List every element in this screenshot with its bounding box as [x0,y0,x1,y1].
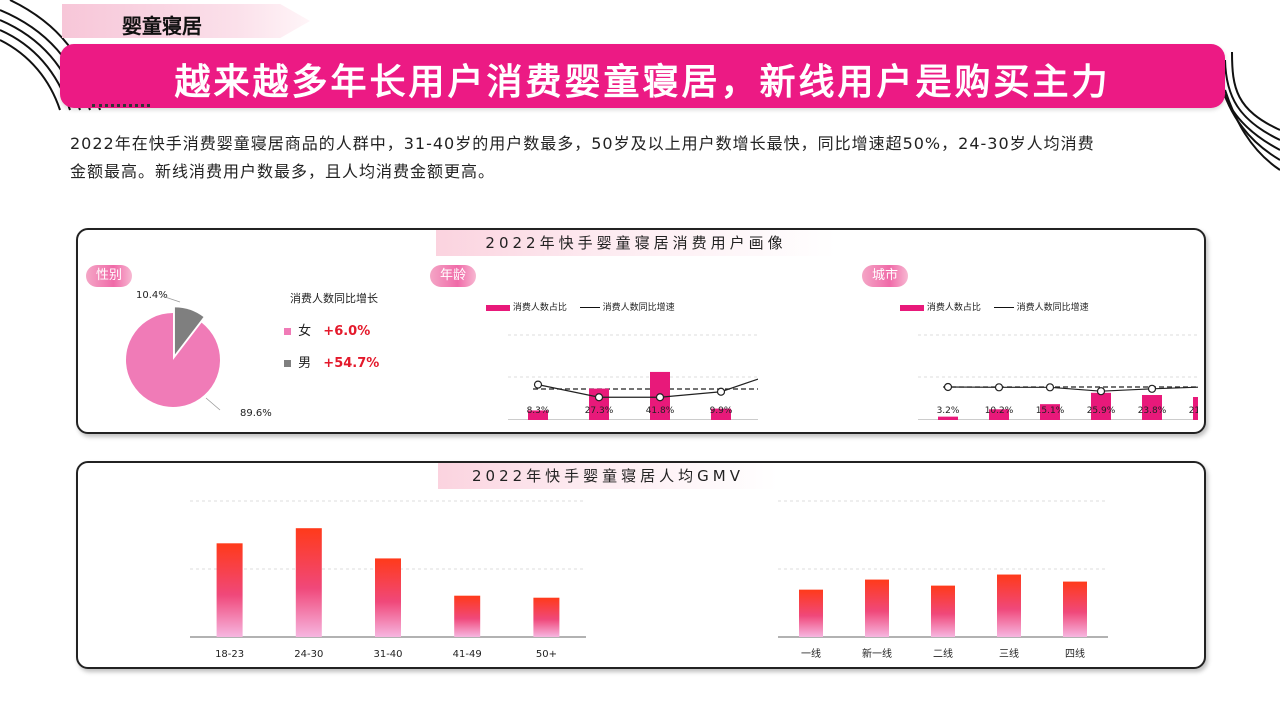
growth-point [1147,384,1157,393]
user-profile-panel: 2022年快手婴童寝居消费用户画像 性别 年龄 城市 消费人数同比增长 女 +6… [76,228,1206,434]
female-label: 女 [298,324,312,339]
summary-line-2: 金额最高。新线消费用户数最多，且人均消费金额更高。 [70,162,496,181]
gmv-bar [216,543,243,637]
male-growth: +54.7% [323,356,380,371]
pie-leader-female [205,397,221,411]
growth-point [594,393,604,402]
age-legend-line-swatch [579,307,600,308]
bar-value-label: 21.9% [1189,406,1198,416]
x-tick-label: 四线 [1065,647,1085,660]
growth-point [1045,383,1055,392]
gmv-bar [375,558,401,637]
bar-value-label: 8.3% [527,406,550,416]
pie-label-male: 10.4% [136,290,168,301]
gmv-bar [533,597,560,637]
growth-line [947,386,1198,392]
growth-point [716,387,726,396]
age-legend: 消费人数占比 消费人数同比增速 [486,300,675,313]
x-tick-label: 二线 [933,647,953,660]
age-combo-chart: 8.3%18-2327.3%24-3041.8%31-409.9%41-4912… [508,334,758,420]
pie-slice-female [126,313,220,407]
x-tick-label: 三线 [999,647,1019,660]
bar-value-label: 25.9% [1087,406,1116,416]
pill-gender: 性别 [86,265,133,287]
gmv-bar [997,574,1021,637]
age-legend-bar-label: 消费人数占比 [512,303,567,313]
bar [1040,404,1060,420]
age-legend-bar-swatch [486,304,510,311]
city-combo-chart: 3.2%一线10.2%新一线15.1%二线25.9%三线23.8%四线21.9%… [918,334,1198,420]
x-tick-label: 31-40 [373,649,402,660]
pill-age: 年龄 [430,265,477,287]
city-legend-bar-label: 消费人数占比 [926,303,981,313]
bar-value-label: 27.3% [585,406,614,416]
bar-value-label: 10.2% [985,406,1014,416]
x-tick-label: 一线 [801,647,821,660]
city-legend-line-label: 消费人数同比增速 [1016,303,1089,313]
bar-value-label: 23.8% [1138,406,1167,416]
female-swatch [284,328,291,335]
gmv-bar [799,589,823,637]
city-legend: 消费人数占比 消费人数同比增速 [900,300,1089,313]
pill-city: 城市 [862,265,909,287]
bar [711,408,731,420]
x-tick-label: 41-49 [453,649,482,660]
bar [1142,395,1162,420]
pie-slice-male [174,307,204,355]
growth-point [994,383,1004,392]
banner-title: 越来越多年长用户消费婴童寝居，新线用户是购买主力 [174,61,1111,103]
age-legend-line-label: 消费人数同比增速 [602,303,675,313]
summary-text: 2022年在快手消费婴童寝居商品的人群中，31-40岁的用户数最多，50岁及以上… [70,130,1210,186]
bar-value-label: 15.1% [1036,406,1065,416]
x-tick-label: 24-30 [294,649,323,660]
female-growth: +6.0% [323,324,371,339]
bar [989,409,1009,420]
gmv-panel: 2022年快手婴童寝居人均GMV 18-23 24-30 31-40 41-49 50+… [76,461,1206,669]
bar [938,416,958,420]
pie-leader-male [161,295,181,303]
bar [528,410,548,420]
pie-label-female: 89.6% [240,408,272,419]
gender-legend-female: 女 +6.0% [284,320,370,339]
growth-point [943,382,953,392]
x-tick-label: 新一线 [862,647,892,660]
growth-point [533,380,543,389]
gender-legend-title: 消费人数同比增长 [290,292,378,305]
section-tag: 婴童寝居 [62,4,310,38]
city-legend-line-swatch [993,307,1014,308]
bar-value-label: 41.8% [646,406,675,416]
male-label: 男 [298,356,312,371]
gender-pie-chart: 10.4% 89.6% [126,290,272,419]
growth-line [537,378,758,398]
bar [1091,392,1111,420]
male-swatch [284,360,291,367]
growth-point [655,393,665,402]
gmv-bar [1063,581,1087,637]
summary-line-1: 2022年在快手消费婴童寝居商品的人群中，31-40岁的用户数最多，50岁及以上… [70,134,1095,153]
title-banner: 越来越多年长用户消费婴童寝居，新线用户是购买主力 [60,44,1225,108]
bar [1193,397,1198,420]
gmv-age-bar-chart: 18-23 24-30 31-40 41-49 50+ [190,500,586,660]
section-tag-label: 婴童寝居 [122,14,202,38]
panel-title-profile: 2022年快手婴童寝居消费用户画像 [436,230,836,256]
gmv-bar [454,595,481,637]
gender-legend-male: 男 +54.7% [284,352,379,371]
bar-value-label: 9.9% [710,406,733,416]
x-tick-label: 18-23 [215,649,244,660]
growth-point [1096,387,1106,396]
gmv-city-bar-chart: 一线新一线二线三线四线五线 [778,500,1108,660]
gmv-bar [295,528,322,637]
city-legend-bar-swatch [900,304,924,311]
x-tick-label: 50+ [536,649,557,660]
bar-value-label: 3.2% [937,406,960,416]
gmv-bar [931,585,955,637]
decorative-dots [92,104,150,110]
panel-title-gmv: 2022年快手婴童寝居人均GMV [438,463,778,489]
gmv-bar [865,579,889,637]
